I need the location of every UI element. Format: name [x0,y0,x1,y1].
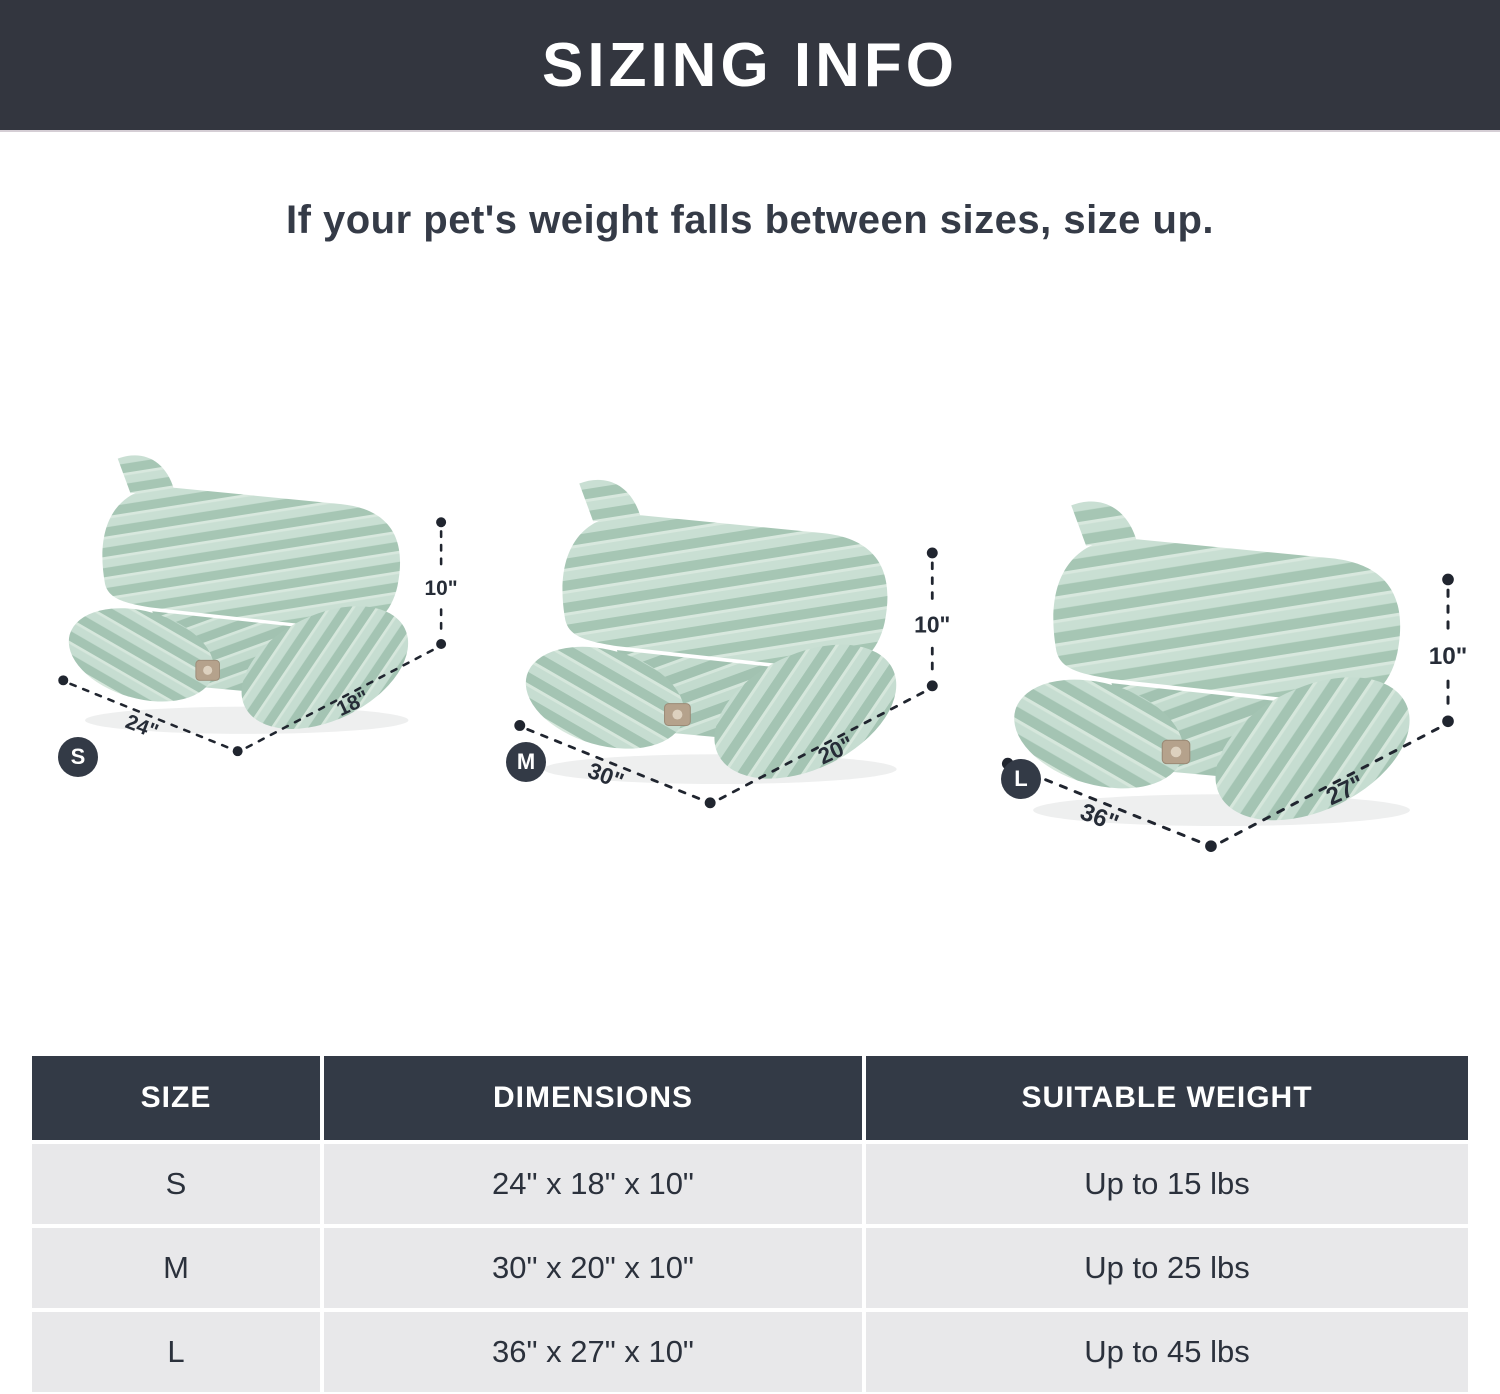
cell-weight: Up to 45 lbs [866,1312,1468,1392]
size-badge-large: L [1001,759,1041,799]
cell-weight: Up to 15 lbs [866,1144,1468,1224]
size-badge-medium: M [506,742,546,782]
bed-illustration-large: 36" 27" 10" [1001,501,1468,852]
column-header-suitable-weight: SUITABLE WEIGHT [866,1056,1468,1140]
cell-dimensions: 24" x 18" x 10" [324,1144,862,1224]
cell-size: L [32,1312,320,1392]
height-dimension-label: 10" [1429,643,1468,670]
height-dimension-label: 10" [914,611,950,637]
page-title: SIZING INFO [542,30,958,100]
size-badge-small: S [58,737,98,777]
column-header-size: SIZE [32,1056,320,1140]
brand-tag-icon [1161,739,1191,765]
height-dimension-label: 10" [425,577,458,600]
sizing-subtitle: If your pet's weight falls between sizes… [285,198,1215,242]
header-bar: SIZING INFO [0,0,1500,132]
bed-illustration-medium: 30" 20" 10" [514,479,950,809]
brand-tag-icon [195,659,220,681]
column-header-dimensions: DIMENSIONS [324,1056,862,1140]
table-header-row: SIZE DIMENSIONS SUITABLE WEIGHT [32,1056,1468,1140]
cell-dimensions: 36" x 27" x 10" [324,1312,862,1392]
table-row: M 30" x 20" x 10" Up to 25 lbs [32,1228,1468,1308]
table-row: L 36" x 27" x 10" Up to 45 lbs [32,1312,1468,1392]
cell-weight: Up to 25 lbs [866,1228,1468,1308]
cell-size: M [32,1228,320,1308]
brand-tag-icon [664,703,691,726]
bed-illustrations-area: 24" 18" 10" S [58,455,1468,852]
bed-illustration-small: 24" 18" 10" [58,455,458,757]
cell-size: S [32,1144,320,1224]
sizing-table: SIZE DIMENSIONS SUITABLE WEIGHT S 24" x … [32,1056,1468,1394]
table-row: S 24" x 18" x 10" Up to 15 lbs [32,1144,1468,1224]
cell-dimensions: 30" x 20" x 10" [324,1228,862,1308]
